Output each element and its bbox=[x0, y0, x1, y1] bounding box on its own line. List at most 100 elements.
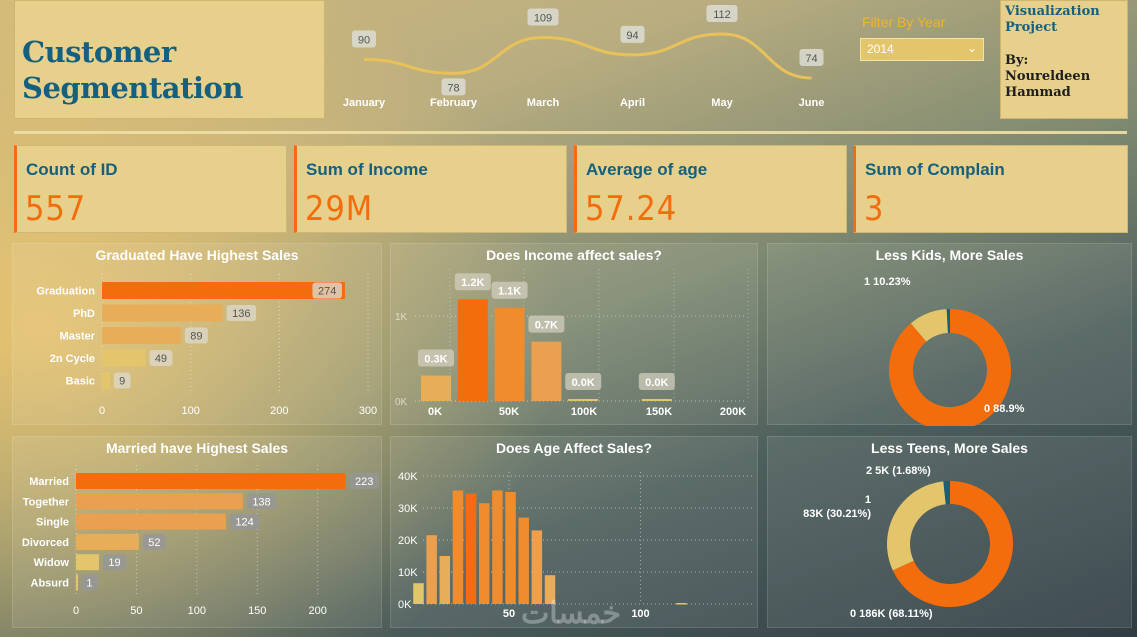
y-tick-label: 0K bbox=[395, 397, 408, 408]
x-tick-label: 100 bbox=[631, 608, 649, 620]
x-tick-label: 0 bbox=[99, 405, 105, 417]
project-line-1: Visualization bbox=[1005, 4, 1100, 19]
bar bbox=[426, 535, 437, 604]
trend-month-label: May bbox=[711, 97, 733, 109]
bar bbox=[421, 375, 451, 401]
bar bbox=[439, 556, 451, 604]
x-tick-label: 50 bbox=[503, 608, 515, 620]
bar bbox=[505, 492, 516, 604]
bar bbox=[102, 327, 181, 344]
slice-label: 1 bbox=[865, 494, 871, 506]
data-label-bg bbox=[184, 327, 208, 344]
by-label: By: bbox=[1005, 53, 1029, 68]
y-tick-label: 1K bbox=[395, 312, 408, 323]
data-label-bg bbox=[349, 473, 379, 489]
data-label-bg bbox=[528, 315, 565, 333]
data-label: 223 bbox=[355, 476, 373, 488]
kpi-label: Average of age bbox=[586, 160, 708, 179]
data-label: 136 bbox=[232, 308, 250, 320]
chart-title: Less Kids, More Sales bbox=[875, 247, 1024, 263]
data-label: 49 bbox=[155, 353, 167, 365]
slice-label: 0 88.9% bbox=[984, 403, 1025, 415]
data-label-bg bbox=[638, 373, 675, 390]
trend-data-label: 112 bbox=[713, 9, 731, 21]
trend-data-label-bg bbox=[527, 8, 559, 26]
bar bbox=[465, 493, 477, 604]
slice-label: 2 5K (1.68%) bbox=[866, 465, 931, 477]
x-tick-label: 150 bbox=[248, 605, 266, 617]
x-tick-label: 50K bbox=[499, 406, 519, 418]
data-label-bg bbox=[142, 533, 166, 550]
kpi-label: Count of ID bbox=[26, 160, 118, 179]
category-label: Widow bbox=[34, 557, 70, 569]
x-tick-label: 0K bbox=[428, 406, 442, 418]
x-tick-label: 300 bbox=[359, 405, 377, 417]
kpi-label: Sum of Complain bbox=[865, 160, 1005, 179]
kpi-card-sum-complain: Sum of Complain 3 bbox=[853, 145, 1128, 233]
age-chart-panel: Does Age Affect Sales? 0K 10K 20K 30K 40K 50 1… bbox=[390, 436, 758, 629]
data-label: 138 bbox=[252, 496, 270, 508]
trend-month-label: March bbox=[527, 97, 560, 109]
education-bar-chart: 0 100 200 300 Graduation 274 PhD 136 Master 89 2n … bbox=[36, 274, 377, 417]
chart-title: Does Income affect sales? bbox=[486, 247, 662, 263]
chart-title: Does Age Affect Sales? bbox=[495, 440, 653, 456]
data-label: 0.7K bbox=[535, 320, 558, 332]
donut-slice-0 bbox=[889, 309, 1011, 426]
trend-data-label-bg bbox=[352, 30, 376, 48]
chart-title: Graduated Have Highest Sales bbox=[95, 247, 299, 263]
slice-label: 1 10.23% bbox=[864, 276, 911, 288]
y-tick-label: 0K bbox=[398, 599, 412, 611]
bar bbox=[413, 583, 424, 604]
trend-month-label: January bbox=[343, 97, 386, 109]
trend-line bbox=[363, 32, 812, 80]
bar bbox=[102, 282, 345, 299]
bar bbox=[76, 554, 99, 571]
bar bbox=[76, 513, 226, 530]
trend-data-label-bg bbox=[620, 25, 645, 43]
x-tick-label: 200 bbox=[270, 405, 288, 417]
year-filter-dropdown[interactable]: 2014 ⌄ bbox=[860, 38, 984, 61]
slice-label: 0 186K (68.11%) bbox=[850, 608, 933, 620]
category-label: Graduation bbox=[36, 286, 95, 298]
category-label: Married bbox=[29, 476, 69, 488]
data-label-bg bbox=[226, 305, 257, 321]
author-first-name: Noureldeen bbox=[1005, 69, 1091, 84]
donut-slice-2 bbox=[946, 309, 950, 334]
bar bbox=[76, 533, 139, 550]
trend-data-label: 109 bbox=[534, 12, 552, 24]
data-label-bg bbox=[246, 493, 277, 510]
trend-month-label: April bbox=[620, 97, 645, 109]
category-label: Together bbox=[23, 496, 70, 508]
kpi-value: 57.24 bbox=[585, 189, 678, 229]
trend-month-label: June bbox=[799, 97, 825, 109]
kpi-card-sum-income: Sum of Income 29M bbox=[294, 145, 567, 233]
bar bbox=[102, 304, 223, 322]
title-line-1: Customer bbox=[22, 35, 176, 69]
data-label-bg bbox=[565, 373, 602, 390]
teens-donut-chart: 2 5K (1.68%) 1 83K (30.21%) 0 186K (68.11%) bbox=[803, 465, 1013, 620]
data-label-bg bbox=[149, 350, 173, 366]
kids-donut-chart: 1 10.23% 0 88.9% bbox=[864, 276, 1025, 426]
data-label-bg bbox=[312, 282, 342, 299]
bar bbox=[76, 574, 78, 591]
donut-slice-2 bbox=[943, 481, 950, 505]
trend-data-label-bg bbox=[706, 5, 738, 22]
x-tick-label: 200K bbox=[720, 406, 746, 418]
data-label-bg bbox=[454, 273, 491, 291]
x-tick-label: 200 bbox=[308, 605, 326, 617]
bar bbox=[479, 503, 490, 604]
bar bbox=[544, 575, 556, 604]
x-tick-label: 150K bbox=[646, 406, 672, 418]
bar bbox=[457, 299, 488, 401]
trend-data-label: 78 bbox=[447, 82, 459, 94]
monthly-trend-chart: 90 January 78 February 109 March 94 April 112 May… bbox=[343, 5, 825, 109]
category-label: 2n Cycle bbox=[50, 353, 95, 365]
education-chart-panel: Graduated Have Highest Sales 0 100 200 300 G… bbox=[12, 243, 382, 425]
data-label: 124 bbox=[235, 517, 253, 529]
bar bbox=[492, 490, 503, 604]
author-card: Visualization Project By: Noureldeen Ham… bbox=[1000, 0, 1128, 119]
kpi-card-count-id: Count of ID 557 bbox=[14, 145, 287, 233]
data-label-bg bbox=[491, 281, 528, 299]
trend-data-label-bg bbox=[799, 49, 824, 66]
page-title: Customer Segmentation bbox=[22, 34, 243, 106]
